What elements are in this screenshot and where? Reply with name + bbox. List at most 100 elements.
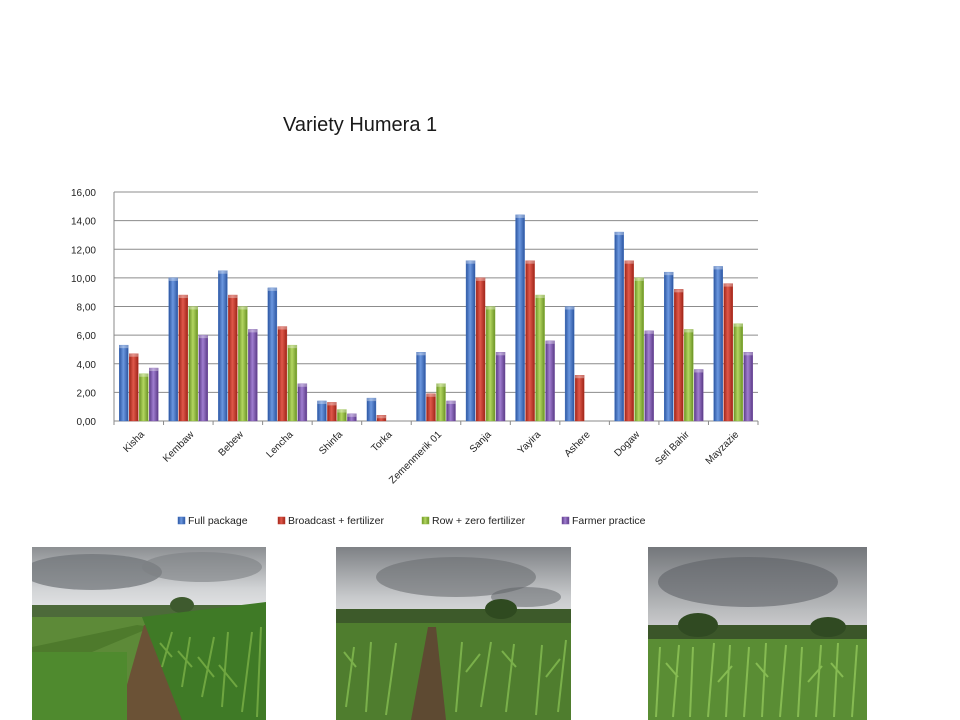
bar-cap bbox=[723, 283, 733, 287]
bar bbox=[624, 260, 634, 422]
maize-field-photo-1 bbox=[32, 547, 266, 720]
bar-cap bbox=[119, 345, 129, 349]
bar bbox=[634, 277, 644, 422]
bar-cap bbox=[267, 287, 277, 291]
bar-cap bbox=[694, 369, 704, 373]
bar bbox=[277, 326, 288, 422]
x-tick-label: Yayira bbox=[516, 429, 544, 457]
y-tick-label: 14,00 bbox=[71, 217, 96, 228]
y-tick-label: 16,00 bbox=[71, 188, 96, 199]
x-tick-label: Kembaw bbox=[161, 429, 197, 465]
bar-cap bbox=[149, 368, 159, 372]
legend-swatch bbox=[177, 516, 186, 525]
bar-cap bbox=[535, 295, 545, 299]
gridlines bbox=[113, 191, 759, 425]
bar-cap bbox=[129, 353, 139, 357]
bar bbox=[149, 367, 159, 422]
x-tick-label: Dogaw bbox=[612, 429, 642, 459]
bar-cap bbox=[376, 415, 386, 419]
y-tick-label: 12,00 bbox=[71, 245, 96, 256]
legend-label: Farmer practice bbox=[572, 515, 646, 527]
x-tick-label: Kisha bbox=[121, 429, 147, 455]
bar-chart: 0,00 2,00 4,00 6,00 8,00 10,00 12,00 14,00 16,00… bbox=[71, 188, 759, 527]
bar-cap bbox=[347, 413, 357, 417]
bar-cap bbox=[337, 409, 347, 413]
bar-cap bbox=[674, 289, 684, 293]
legend: Full package Broadcast + fertilizer Row + … bbox=[177, 515, 646, 527]
bar-cap bbox=[515, 214, 525, 218]
bar bbox=[178, 294, 189, 422]
x-tick-label: Ashere bbox=[563, 429, 593, 459]
bar bbox=[733, 323, 743, 422]
bar bbox=[168, 277, 179, 422]
y-tick-label: 6,00 bbox=[77, 331, 97, 342]
bar-cap bbox=[297, 383, 307, 387]
chart-title: Variety Humera 1 bbox=[283, 114, 438, 136]
bar bbox=[683, 329, 694, 422]
bar-cap bbox=[248, 329, 258, 333]
bar-cap bbox=[644, 330, 654, 334]
bar bbox=[287, 344, 298, 422]
x-tick-label: Zemenmerik 01 bbox=[387, 429, 444, 486]
bar-cap bbox=[287, 345, 297, 349]
bar bbox=[337, 409, 347, 422]
bar-cap bbox=[624, 260, 634, 264]
legend-label: Row + zero fertilizer bbox=[432, 515, 526, 527]
bar-cap bbox=[476, 277, 486, 281]
legend-swatch bbox=[421, 516, 430, 525]
bar bbox=[535, 294, 545, 422]
bar-cap bbox=[525, 260, 535, 264]
legend-swatch bbox=[277, 516, 286, 525]
bar-cap bbox=[684, 329, 694, 333]
legend-swatch bbox=[561, 516, 570, 525]
bar bbox=[327, 402, 337, 422]
bar-cap bbox=[743, 352, 753, 356]
x-tick-label: Torka bbox=[370, 429, 395, 454]
bar bbox=[198, 334, 209, 422]
y-tick-label: 4,00 bbox=[77, 360, 97, 371]
x-tick-label: Sanja bbox=[468, 429, 494, 455]
x-tick-label: Shinfa bbox=[317, 429, 345, 457]
bar bbox=[366, 397, 377, 422]
bar bbox=[238, 306, 248, 422]
bar-cap bbox=[575, 375, 585, 379]
bar bbox=[446, 400, 456, 422]
bar bbox=[218, 270, 228, 422]
bar bbox=[267, 287, 278, 422]
bar bbox=[317, 400, 327, 422]
bar bbox=[119, 344, 129, 422]
y-tick-label: 10,00 bbox=[71, 274, 96, 285]
bar-cap bbox=[198, 335, 208, 339]
bar-cap bbox=[317, 400, 327, 404]
bar-cap bbox=[188, 306, 198, 310]
bar-cap bbox=[426, 393, 436, 397]
bar bbox=[564, 306, 575, 422]
bar-cap bbox=[664, 272, 674, 276]
bar-cap bbox=[466, 260, 476, 264]
x-tick-label: Sefi Bahir bbox=[653, 429, 692, 468]
bar-cap bbox=[178, 295, 188, 299]
y-tick-label: 8,00 bbox=[77, 303, 97, 314]
bar bbox=[297, 383, 308, 422]
legend-label: Full package bbox=[188, 515, 248, 527]
bar-cap bbox=[238, 306, 248, 310]
bar-cap bbox=[565, 306, 575, 310]
y-tick-label: 2,00 bbox=[77, 388, 97, 399]
bar-cap bbox=[218, 270, 228, 274]
x-axis-tick-labels: Kisha Kembaw Bebew Lencha Shinfa TorkaZemenme… bbox=[121, 429, 741, 486]
maize-field-photo-2 bbox=[336, 547, 571, 720]
bar-cap bbox=[277, 326, 287, 330]
bar bbox=[743, 352, 753, 422]
bar bbox=[663, 271, 674, 422]
bar-cap bbox=[634, 277, 644, 281]
bar-cap bbox=[228, 295, 238, 299]
x-tick-label: Bebew bbox=[217, 429, 247, 459]
bar bbox=[465, 260, 476, 422]
bar bbox=[574, 375, 585, 422]
bar-cap bbox=[366, 398, 376, 402]
bar bbox=[139, 373, 149, 422]
bar-cap bbox=[436, 383, 446, 387]
bar bbox=[644, 330, 654, 422]
y-axis-tick-labels: 0,00 2,00 4,00 6,00 8,00 10,00 12,00 14,00 16,00 bbox=[71, 188, 96, 428]
bar bbox=[525, 260, 535, 422]
